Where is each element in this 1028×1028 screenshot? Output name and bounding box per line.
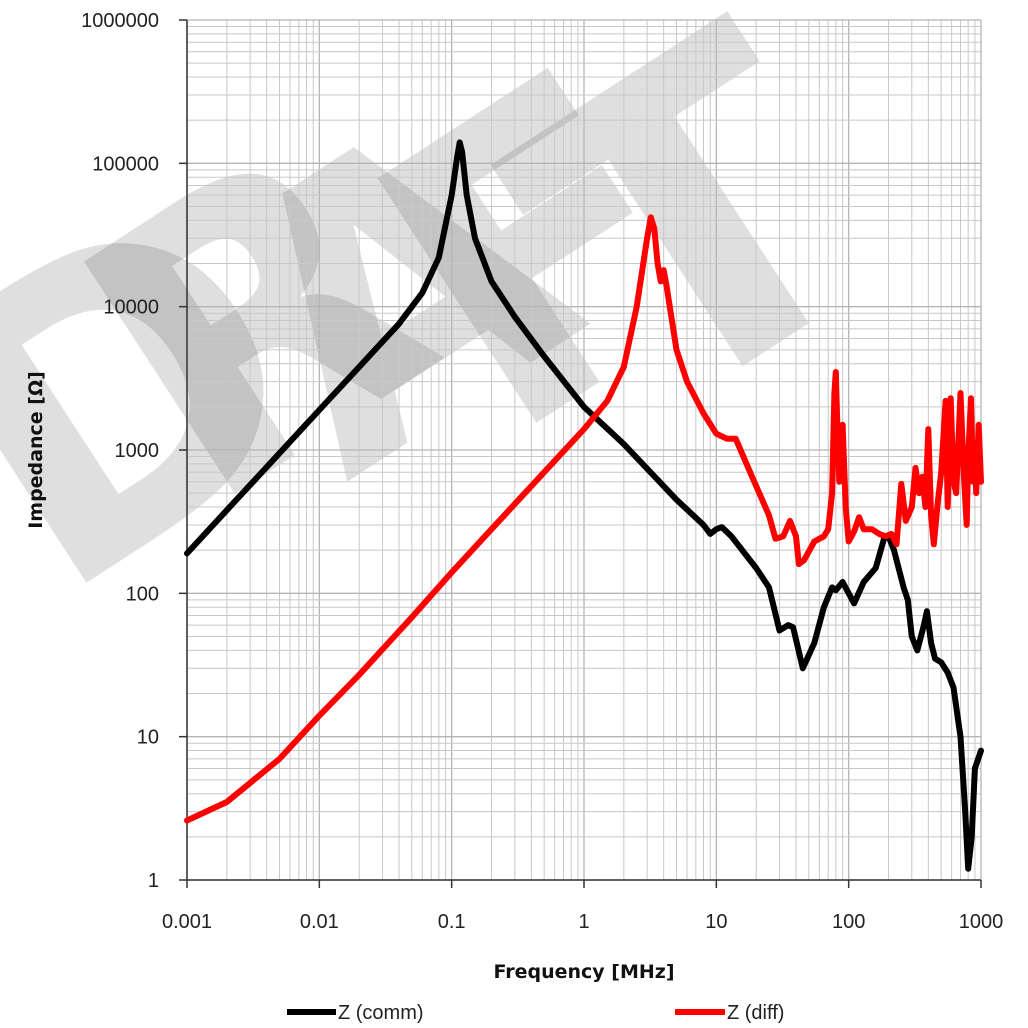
axes <box>179 19 982 888</box>
y-tick-label: 10 <box>137 727 159 749</box>
legend-label-diff: Z (diff) <box>727 1002 784 1024</box>
series-line-diff <box>184 214 984 824</box>
x-tick-label: 0.1 <box>438 911 466 933</box>
y-tick-label: 100 <box>126 583 159 605</box>
x-axis-label: Frequency [MHz] <box>493 961 674 983</box>
x-tick-labels: 0.001 0.01 0.1 1 10 100 1000 <box>162 911 1003 933</box>
series-line-comm <box>184 139 984 872</box>
x-tick-label: 1000 <box>959 911 1004 933</box>
y-tick-labels: 1 10 100 1000 10000 100000 1000000 <box>81 10 159 892</box>
x-tick-label: 10 <box>705 911 727 933</box>
x-tick-label: 0.01 <box>300 911 339 933</box>
grid <box>186 19 982 881</box>
series-lines <box>184 139 984 872</box>
y-tick-label: 100000 <box>92 153 159 175</box>
y-tick-label: 1 <box>148 870 159 892</box>
legend: Z (comm) Z (diff) <box>287 1002 784 1024</box>
y-tick-label: 10000 <box>103 297 159 319</box>
x-tick-label: 1 <box>578 911 589 933</box>
y-tick-label: 1000000 <box>81 10 159 32</box>
x-tick-label: 0.001 <box>162 911 212 933</box>
x-tick-label: 100 <box>832 911 865 933</box>
y-tick-label: 1000 <box>115 440 160 462</box>
legend-label-comm: Z (comm) <box>338 1002 424 1024</box>
y-axis-label: Impedance [Ω] <box>25 371 47 529</box>
